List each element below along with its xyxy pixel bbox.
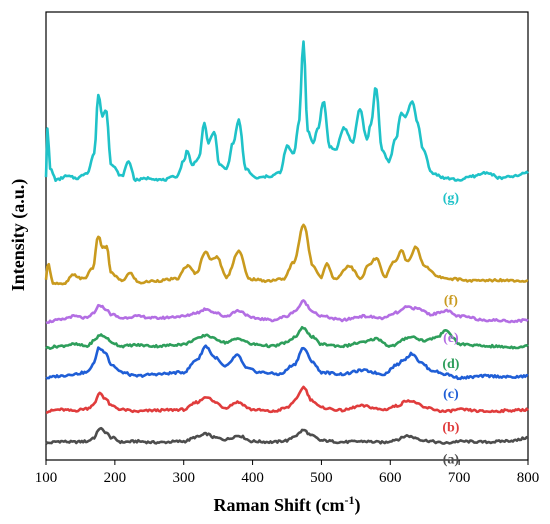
series-label-g: (g) bbox=[443, 191, 460, 206]
series-label-e: (e) bbox=[443, 331, 459, 346]
x-tick-label: 300 bbox=[172, 470, 195, 486]
plot-area bbox=[45, 11, 529, 461]
plot-frame bbox=[45, 11, 529, 461]
x-axis-title: Raman Shift (cm-1) bbox=[214, 493, 361, 516]
x-tick-label: 500 bbox=[310, 470, 333, 486]
x-axis-ticks: 100 200 300 400 500 600 700 800 bbox=[35, 460, 540, 486]
series-line-c bbox=[45, 344, 529, 381]
series-line-a bbox=[45, 426, 529, 445]
series-labels: (a) (b) (c) (d) (e) (f) (g) bbox=[442, 191, 459, 467]
x-tick-label: 800 bbox=[517, 470, 540, 486]
series-line-d bbox=[45, 326, 529, 350]
series-line-g bbox=[44, 40, 529, 182]
series-label-a: (a) bbox=[443, 452, 460, 467]
series-lines bbox=[44, 40, 529, 445]
series-label-d: (d) bbox=[442, 357, 459, 372]
x-tick-label: 700 bbox=[448, 470, 471, 486]
x-tick-label: 400 bbox=[241, 470, 264, 486]
x-tick-label: 600 bbox=[379, 470, 402, 486]
series-label-f: (f) bbox=[444, 294, 458, 309]
series-line-b bbox=[45, 385, 529, 414]
series-label-c: (c) bbox=[443, 387, 459, 402]
y-axis-title: Intensity (a.u.) bbox=[8, 179, 29, 292]
series-label-b: (b) bbox=[442, 421, 459, 436]
series-line-e bbox=[45, 299, 529, 325]
series-line-f bbox=[44, 223, 529, 286]
x-tick-label: 200 bbox=[104, 470, 127, 486]
x-tick-label: 100 bbox=[35, 470, 58, 486]
